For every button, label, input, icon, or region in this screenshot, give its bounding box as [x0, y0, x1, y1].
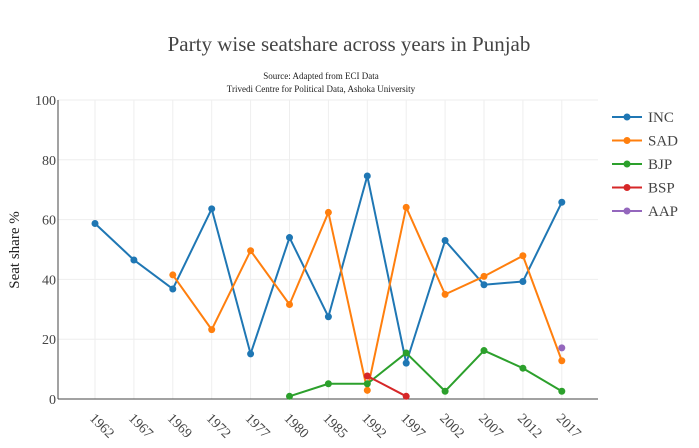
- data-point-inc[interactable]: [208, 205, 216, 213]
- series-bsp: [363, 372, 410, 400]
- data-point-sad[interactable]: [441, 290, 449, 298]
- series-inc: [91, 172, 566, 367]
- x-tick-label: 2002: [436, 411, 466, 441]
- legend-marker-inc: [623, 113, 631, 121]
- legend-item-bsp[interactable]: BSP: [612, 181, 675, 197]
- data-point-inc[interactable]: [519, 277, 527, 285]
- legend[interactable]: INC SAD BJP BSP AAP: [612, 110, 678, 220]
- chart-subtitle-line: Source: Adapted from ECI Data: [263, 71, 378, 81]
- data-point-bjp[interactable]: [363, 380, 371, 388]
- y-axis-ticks: 0 20 40 60 80 100: [35, 94, 56, 408]
- data-point-sad[interactable]: [208, 326, 216, 334]
- data-point-bjp[interactable]: [402, 349, 410, 357]
- x-tick-label: 1962: [86, 411, 116, 441]
- x-tick-label: 1992: [358, 411, 388, 441]
- data-point-inc[interactable]: [130, 256, 138, 264]
- legend-marker-bsp: [623, 184, 631, 191]
- data-point-inc[interactable]: [441, 237, 449, 245]
- data-point-sad[interactable]: [363, 386, 371, 394]
- series-layer: [91, 172, 566, 400]
- data-point-bsp[interactable]: [402, 392, 410, 400]
- x-tick-label: 2017: [553, 411, 583, 441]
- data-point-inc[interactable]: [91, 219, 99, 227]
- y-tick-label: 100: [35, 94, 56, 109]
- data-point-sad[interactable]: [402, 203, 410, 211]
- data-point-bjp[interactable]: [519, 364, 527, 372]
- grid: [58, 99, 598, 399]
- series-line-bjp: [289, 349, 563, 398]
- series-sad: [169, 203, 566, 394]
- x-tick-label: 1977: [242, 411, 272, 441]
- data-point-inc[interactable]: [480, 281, 488, 289]
- data-point-bjp[interactable]: [441, 387, 449, 395]
- data-point-bsp[interactable]: [363, 372, 371, 380]
- x-tick-label: 2012: [514, 411, 544, 441]
- legend-marker-sad: [623, 137, 631, 144]
- legend-label-inc: INC: [648, 110, 674, 126]
- data-point-inc[interactable]: [363, 172, 371, 180]
- x-tick-label: 1980: [281, 411, 311, 441]
- data-point-bjp[interactable]: [324, 380, 332, 388]
- x-tick-label: 1985: [320, 411, 350, 441]
- data-point-bjp[interactable]: [558, 387, 566, 395]
- data-point-sad[interactable]: [480, 272, 488, 280]
- y-tick-label: 0: [49, 393, 56, 408]
- data-point-sad[interactable]: [558, 357, 566, 365]
- x-axis-ticks: 1962 1967 1969 1972 1977 1980 1985 1992 1997 2002…: [86, 411, 583, 441]
- data-point-bjp[interactable]: [480, 347, 488, 355]
- x-tick-label: 1967: [125, 411, 155, 441]
- data-point-inc[interactable]: [402, 359, 410, 367]
- legend-marker-aap: [623, 207, 631, 215]
- legend-label-aap: AAP: [648, 204, 678, 220]
- y-tick-label: 80: [42, 154, 56, 169]
- data-point-bjp[interactable]: [286, 392, 293, 400]
- data-point-inc[interactable]: [247, 350, 255, 358]
- data-point-sad[interactable]: [324, 208, 332, 216]
- legend-marker-bjp: [623, 160, 631, 168]
- data-point-sad[interactable]: [286, 301, 293, 309]
- y-tick-label: 40: [42, 273, 56, 288]
- data-point-inc[interactable]: [286, 234, 293, 242]
- legend-item-bjp[interactable]: BJP: [612, 157, 672, 173]
- data-point-inc[interactable]: [324, 313, 332, 321]
- x-tick-label: 1997: [397, 411, 427, 441]
- legend-item-sad[interactable]: SAD: [612, 134, 678, 150]
- y-axis-title: Seat share %: [7, 211, 23, 288]
- data-point-inc[interactable]: [558, 198, 566, 206]
- series-bjp: [286, 347, 566, 400]
- x-tick-label: 1972: [203, 411, 233, 441]
- x-tick-label: 1969: [164, 411, 194, 441]
- y-tick-label: 60: [42, 214, 56, 229]
- series-aap: [558, 344, 566, 352]
- data-point-aap[interactable]: [558, 344, 566, 352]
- series-line-bsp: [366, 375, 407, 398]
- data-point-sad[interactable]: [247, 247, 255, 255]
- data-point-inc[interactable]: [169, 285, 177, 293]
- chart-subtitle-line: Trivedi Centre for Political Data, Ashok…: [227, 84, 416, 94]
- data-point-sad[interactable]: [169, 271, 177, 279]
- legend-item-aap[interactable]: AAP: [612, 204, 678, 220]
- legend-item-inc[interactable]: INC: [612, 110, 674, 126]
- legend-label-bjp: BJP: [648, 157, 672, 173]
- legend-label-bsp: BSP: [648, 181, 675, 197]
- data-point-sad[interactable]: [519, 252, 527, 260]
- x-tick-label: 2007: [475, 411, 505, 441]
- y-tick-label: 20: [42, 333, 56, 348]
- legend-label-sad: SAD: [648, 134, 678, 150]
- chart-title: Party wise seatshare across years in Pun…: [168, 32, 531, 56]
